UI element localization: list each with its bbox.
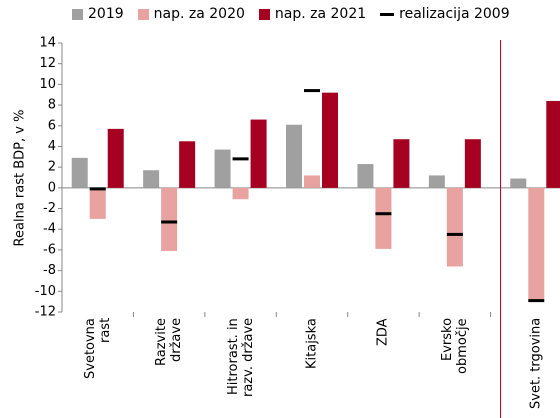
bar xyxy=(375,187,392,249)
x-tick-label: Svet. trgovina xyxy=(528,318,544,410)
bar xyxy=(179,141,196,188)
legend-label: nap. za 2020 xyxy=(153,6,245,22)
bar xyxy=(446,187,463,267)
bar xyxy=(528,187,545,300)
bar xyxy=(232,187,249,200)
bar xyxy=(143,170,160,188)
bar xyxy=(250,119,267,188)
x-tick-label: Kitajska xyxy=(304,318,320,369)
legend-label: nap. za 2021 xyxy=(274,6,367,22)
y-tick-label: 2 xyxy=(48,160,56,175)
y-tick-label: 10 xyxy=(39,77,56,92)
x-tick-label: ZDA xyxy=(375,318,391,346)
bar xyxy=(428,175,445,188)
legend-swatch xyxy=(72,8,83,20)
y-tick-label: 0 xyxy=(48,180,56,195)
y-tick-label: -12 xyxy=(35,305,56,320)
bar xyxy=(546,100,560,188)
x-tick-label: Hitrorast. in razv. države xyxy=(225,318,256,398)
y-tick-label: -6 xyxy=(43,242,56,257)
bar xyxy=(161,187,178,251)
marker xyxy=(161,220,178,224)
legend-item: nap. za 2021 xyxy=(258,6,367,22)
legend-dash xyxy=(380,12,395,16)
marker xyxy=(446,232,463,236)
marker xyxy=(528,299,545,303)
legend-item: 2019 xyxy=(72,6,124,22)
bar xyxy=(510,178,527,188)
bar xyxy=(286,124,302,188)
y-tick-label: 6 xyxy=(48,118,56,133)
marker xyxy=(375,212,392,216)
bar xyxy=(322,92,338,188)
bar xyxy=(304,175,320,188)
x-tick-label: Svetovna rast xyxy=(82,318,113,379)
y-tick-label: 14 xyxy=(39,36,56,51)
legend-swatch xyxy=(258,8,270,20)
legend-label: 2019 xyxy=(88,6,124,22)
legend-label: realizacija 2009 xyxy=(399,6,510,22)
y-tick-label: -10 xyxy=(35,284,56,299)
marker xyxy=(232,157,249,161)
y-tick-label: -4 xyxy=(43,222,56,237)
legend-item: nap. za 2020 xyxy=(137,6,245,22)
bar xyxy=(393,139,410,188)
marker xyxy=(89,187,106,191)
bar xyxy=(464,139,481,188)
marker xyxy=(304,89,320,93)
legend-swatch xyxy=(137,8,149,20)
bar xyxy=(214,149,231,188)
bar xyxy=(71,157,88,188)
y-tick-label: 4 xyxy=(48,139,56,154)
x-tick-label: Razvite države xyxy=(154,318,185,366)
y-axis-label: Realna rast BDP, v % xyxy=(13,110,28,247)
legend-item: realizacija 2009 xyxy=(380,6,510,22)
bar xyxy=(89,187,106,219)
y-tick-label: -8 xyxy=(43,263,56,278)
bar xyxy=(357,164,374,188)
legend: 2019 nap. za 2020 nap. za 2021 realizacija … xyxy=(72,6,510,22)
x-tick-label: Evrsko območje xyxy=(439,318,470,374)
y-tick-label: 12 xyxy=(39,56,56,71)
y-tick-label: 8 xyxy=(48,98,56,113)
bar xyxy=(107,128,124,188)
y-tick-label: -2 xyxy=(43,201,56,216)
